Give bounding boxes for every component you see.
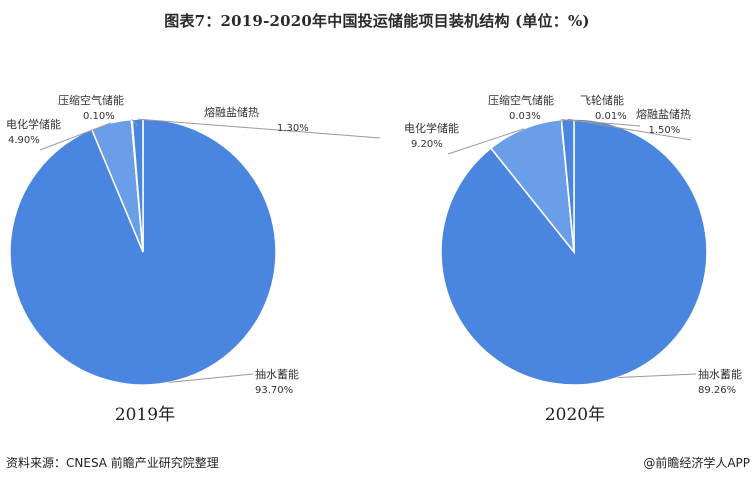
slice-value-0-3: 1.30% — [277, 123, 309, 134]
leader-line-0-2 — [131, 119, 139, 127]
brand-note: @前瞻经济学人APP — [643, 456, 750, 470]
slice-value-0-0: 93.70% — [255, 385, 293, 396]
year-label-1: 2020年 — [545, 405, 605, 425]
slice-label-1-0: 抽水蓄能 — [698, 367, 742, 381]
slice-value-1-3: 0.01% — [595, 111, 627, 122]
slice-label-1-3: 飞轮储能 — [580, 93, 624, 107]
leader-line-1-0 — [618, 373, 697, 379]
chart-title: 图表7：2019-2020年中国投运储能项目装机结构 (单位：%) — [164, 12, 590, 30]
slice-label-1-2: 压缩空气储能 — [488, 93, 554, 107]
leader-line-0-1 — [39, 122, 112, 151]
slice-value-0-2: 0.10% — [83, 111, 115, 122]
leader-line-1-2 — [559, 119, 562, 127]
slice-value-1-0: 89.26% — [698, 385, 736, 396]
leader-line-0-3 — [137, 118, 381, 139]
year-label-0: 2019年 — [115, 405, 175, 425]
leader-line-1-4 — [567, 118, 692, 141]
pie-1: 抽水蓄能 89.26% 电化学储能 9.20% 压缩空气储能 0.03% 飞轮储能 0.01%… — [404, 93, 742, 396]
slice-value-1-4: 1.50% — [649, 125, 681, 136]
slice-label-0-0: 抽水蓄能 — [255, 367, 299, 381]
slice-value-0-1: 4.90% — [8, 135, 40, 146]
slice-label-0-1: 电化学储能 — [6, 117, 61, 131]
slice-label-0-2: 压缩空气储能 — [58, 93, 124, 107]
leader-line-1-1 — [447, 128, 525, 155]
pie-0: 抽水蓄能 93.70% 电化学储能 4.90% 压缩空气储能 0.10% 熔融盐储热 1.30… — [6, 93, 381, 396]
slice-label-1-4: 熔融盐储热 — [636, 107, 691, 121]
slice-value-1-2: 0.03% — [509, 111, 541, 122]
slice-value-1-1: 9.20% — [411, 139, 443, 150]
slice-label-1-1: 电化学储能 — [404, 121, 459, 135]
source-note: 资料来源：CNESA 前瞻产业研究院整理 — [6, 456, 219, 470]
slice-label-0-3: 熔融盐储热 — [204, 105, 259, 119]
leader-line-0-0 — [169, 373, 254, 383]
